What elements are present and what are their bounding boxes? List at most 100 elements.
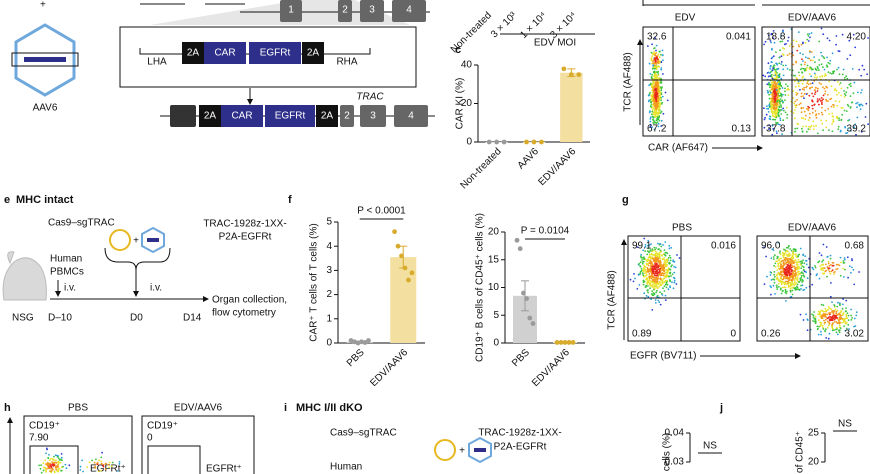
event (42, 466, 45, 469)
event (822, 94, 825, 97)
event (777, 92, 780, 95)
gate-label: CD19⁺ (147, 421, 178, 432)
event (789, 287, 792, 290)
event (763, 246, 766, 249)
event (118, 461, 121, 463)
data-point (395, 243, 401, 249)
event (772, 37, 775, 40)
event (833, 318, 836, 321)
event (825, 269, 828, 272)
quadrant-value: 96.0 (761, 241, 781, 252)
event (787, 281, 790, 283)
event (663, 259, 666, 261)
event (831, 316, 833, 318)
event (808, 116, 811, 119)
event (656, 294, 659, 297)
event (651, 86, 653, 88)
event (835, 35, 838, 37)
event (68, 464, 71, 467)
event (832, 311, 835, 314)
event (777, 108, 780, 111)
event (658, 106, 661, 109)
quadrant-value: 0.26 (761, 329, 781, 340)
event (651, 106, 654, 109)
event (649, 287, 651, 290)
event (813, 125, 815, 128)
event (782, 29, 784, 32)
event (838, 50, 841, 53)
event (794, 130, 796, 133)
event (829, 98, 831, 101)
event (788, 274, 791, 277)
event (841, 33, 844, 36)
event (826, 313, 829, 316)
event (647, 100, 650, 103)
event (846, 132, 849, 134)
event (796, 49, 799, 52)
event (654, 54, 657, 57)
gate (29, 445, 79, 474)
event (798, 288, 801, 291)
event (800, 271, 803, 273)
exon (394, 105, 428, 127)
event (117, 470, 119, 472)
event (647, 45, 649, 47)
event (653, 277, 655, 280)
event (780, 108, 782, 111)
event (793, 117, 796, 120)
event (807, 105, 809, 108)
exon (392, 0, 426, 22)
event (858, 271, 860, 273)
event (818, 277, 821, 280)
gate-label: EGFRt⁺ (90, 464, 126, 474)
event (803, 63, 806, 66)
event (816, 132, 819, 135)
event (784, 64, 787, 67)
y-tick-label: 0.04 (665, 428, 685, 439)
event (780, 63, 783, 65)
event (789, 285, 791, 288)
event (670, 265, 672, 268)
p-value: P = 0.0104 (521, 226, 570, 237)
event (785, 106, 788, 109)
event (773, 64, 776, 66)
event (660, 68, 663, 71)
event (654, 302, 657, 304)
event (782, 261, 785, 263)
event (827, 108, 830, 110)
event (772, 67, 774, 69)
event (784, 249, 787, 252)
event (654, 94, 657, 97)
rnp (434, 439, 456, 461)
event (843, 257, 846, 259)
event (98, 459, 100, 462)
event (838, 100, 841, 103)
event (792, 39, 795, 42)
event (793, 102, 795, 104)
event (823, 312, 825, 315)
event (779, 250, 781, 253)
event (657, 248, 660, 251)
event (794, 85, 797, 88)
event (771, 48, 773, 51)
event (765, 113, 768, 116)
event (659, 264, 662, 267)
event (655, 68, 658, 71)
event (660, 61, 663, 64)
event (827, 267, 830, 269)
event (828, 318, 831, 320)
event (662, 274, 665, 277)
panel-label: i (284, 402, 287, 414)
event (651, 286, 654, 288)
event (808, 125, 810, 128)
event (643, 269, 646, 272)
event (808, 50, 811, 53)
event (778, 62, 781, 65)
event (853, 317, 856, 320)
y-tick-label: 3 (326, 265, 332, 276)
event (786, 255, 789, 258)
event (646, 278, 649, 281)
event (786, 54, 789, 56)
event (852, 268, 855, 271)
event (848, 265, 851, 268)
